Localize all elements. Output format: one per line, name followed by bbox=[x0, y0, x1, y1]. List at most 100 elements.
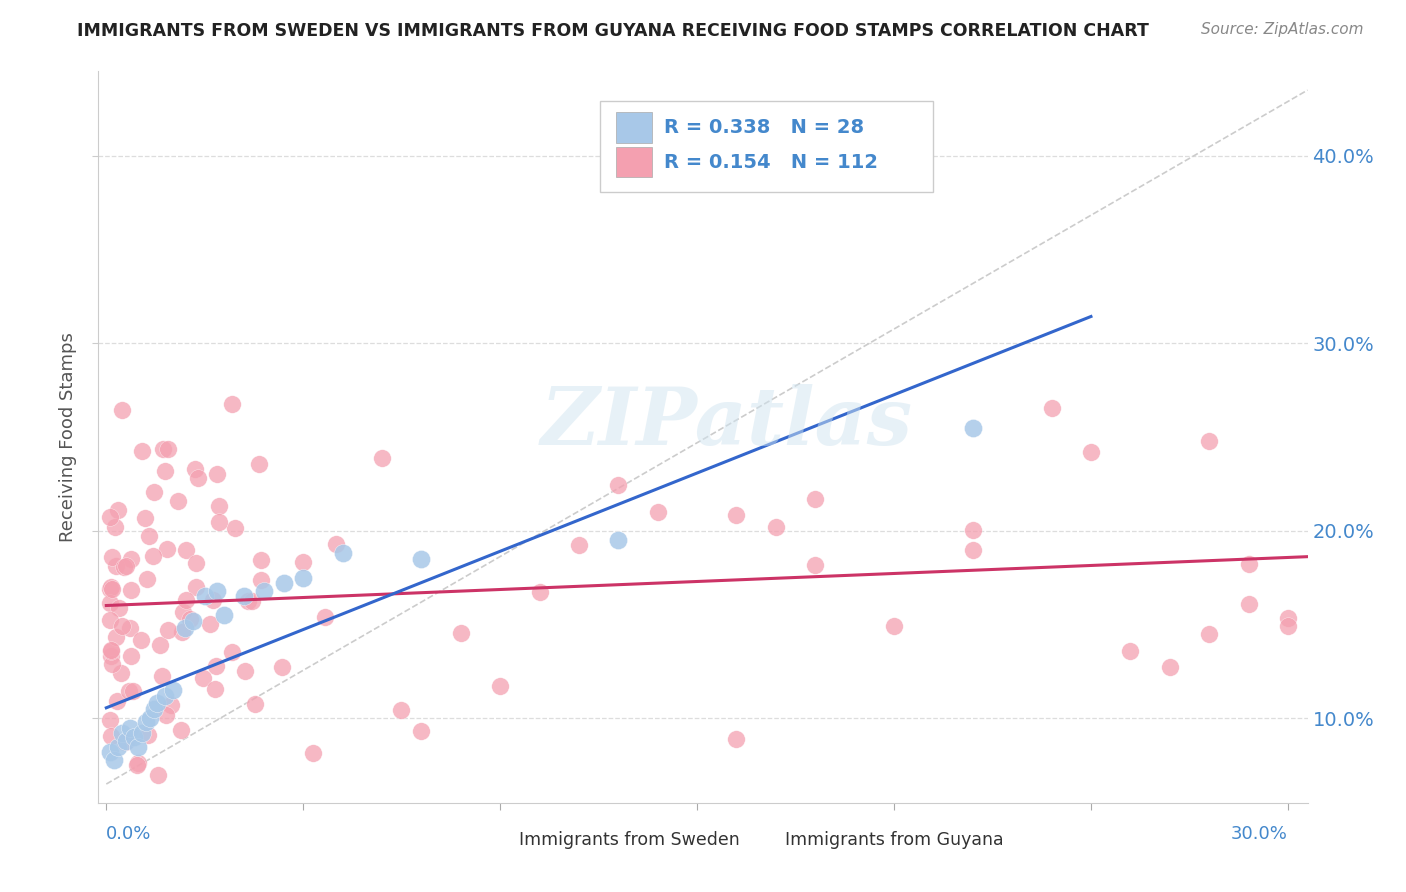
Point bbox=[105, 630, 128, 644]
Point bbox=[101, 657, 124, 672]
Point bbox=[112, 559, 135, 574]
Point bbox=[100, 649, 122, 664]
Point bbox=[233, 590, 256, 604]
Point bbox=[201, 593, 224, 607]
Text: Immigrants from Sweden: Immigrants from Sweden bbox=[519, 831, 740, 849]
Point bbox=[292, 571, 315, 585]
Point bbox=[156, 541, 179, 556]
Point bbox=[1198, 434, 1220, 448]
Point bbox=[146, 697, 169, 711]
Point bbox=[325, 537, 347, 551]
Point bbox=[142, 702, 165, 716]
FancyBboxPatch shape bbox=[485, 829, 512, 852]
Point bbox=[725, 731, 748, 746]
Point bbox=[292, 555, 315, 569]
Point bbox=[138, 529, 160, 543]
Point bbox=[205, 583, 228, 598]
Point bbox=[170, 723, 193, 738]
Point bbox=[170, 625, 193, 640]
Point bbox=[314, 610, 336, 624]
Point bbox=[247, 457, 270, 471]
Point bbox=[194, 590, 217, 604]
Text: 0.0%: 0.0% bbox=[107, 825, 152, 843]
Point bbox=[100, 644, 122, 658]
Text: Source: ZipAtlas.com: Source: ZipAtlas.com bbox=[1201, 22, 1364, 37]
Point bbox=[607, 478, 630, 492]
Point bbox=[159, 698, 181, 712]
Point bbox=[136, 728, 159, 742]
Point bbox=[127, 739, 149, 754]
Y-axis label: Receiving Food Stamps: Receiving Food Stamps bbox=[59, 332, 77, 542]
FancyBboxPatch shape bbox=[616, 146, 652, 178]
Point bbox=[98, 714, 121, 728]
Point bbox=[962, 420, 984, 434]
Point bbox=[98, 582, 121, 596]
Point bbox=[111, 619, 134, 633]
Point bbox=[135, 715, 157, 730]
Point bbox=[101, 582, 124, 597]
Point bbox=[111, 726, 134, 740]
Point bbox=[962, 523, 984, 537]
Point bbox=[221, 397, 243, 411]
FancyBboxPatch shape bbox=[751, 829, 778, 852]
Point bbox=[1159, 659, 1181, 673]
FancyBboxPatch shape bbox=[616, 112, 652, 143]
Point bbox=[187, 471, 209, 485]
Text: R = 0.338   N = 28: R = 0.338 N = 28 bbox=[664, 118, 865, 137]
Point bbox=[221, 645, 243, 659]
Text: 30.0%: 30.0% bbox=[1232, 825, 1288, 843]
Point bbox=[100, 729, 122, 743]
Text: Immigrants from Guyana: Immigrants from Guyana bbox=[785, 831, 1004, 849]
Point bbox=[205, 467, 228, 482]
Point bbox=[191, 671, 214, 685]
Text: IMMIGRANTS FROM SWEDEN VS IMMIGRANTS FROM GUYANA RECEIVING FOOD STAMPS CORRELATI: IMMIGRANTS FROM SWEDEN VS IMMIGRANTS FRO… bbox=[77, 22, 1149, 40]
Point bbox=[411, 724, 433, 739]
Point bbox=[489, 679, 512, 693]
Text: R = 0.154   N = 112: R = 0.154 N = 112 bbox=[664, 153, 879, 171]
Point bbox=[804, 558, 827, 573]
Point bbox=[127, 758, 149, 772]
Point bbox=[273, 576, 295, 591]
Point bbox=[236, 593, 259, 607]
Point bbox=[208, 515, 231, 529]
Point bbox=[142, 549, 165, 563]
Point bbox=[1237, 557, 1260, 571]
Point bbox=[411, 552, 433, 566]
Point bbox=[198, 617, 221, 632]
Point bbox=[186, 556, 208, 570]
Point bbox=[1198, 626, 1220, 640]
Point bbox=[301, 747, 323, 761]
Point bbox=[647, 505, 669, 519]
Point bbox=[122, 730, 145, 744]
Point bbox=[1040, 401, 1063, 415]
Point bbox=[208, 499, 231, 513]
Point bbox=[205, 659, 228, 673]
Point bbox=[156, 624, 179, 638]
Point bbox=[101, 549, 124, 564]
Point bbox=[100, 581, 122, 595]
Point bbox=[176, 543, 198, 558]
Point bbox=[107, 503, 129, 517]
Point bbox=[1080, 444, 1102, 458]
Point bbox=[224, 521, 246, 535]
Point bbox=[1237, 598, 1260, 612]
Point bbox=[271, 659, 294, 673]
Point bbox=[529, 585, 551, 599]
Point bbox=[240, 593, 263, 607]
Point bbox=[243, 698, 266, 712]
Point bbox=[332, 546, 354, 560]
Point bbox=[114, 735, 136, 749]
Point bbox=[607, 533, 630, 548]
Point bbox=[131, 726, 153, 740]
Point bbox=[371, 450, 394, 465]
Point bbox=[150, 669, 173, 683]
Point bbox=[155, 708, 177, 723]
Point bbox=[167, 494, 190, 508]
Point bbox=[98, 510, 121, 524]
Point bbox=[450, 625, 472, 640]
Point bbox=[131, 632, 153, 647]
Point bbox=[110, 666, 132, 681]
Point bbox=[214, 608, 236, 623]
Point bbox=[143, 484, 166, 499]
Point bbox=[115, 734, 138, 748]
